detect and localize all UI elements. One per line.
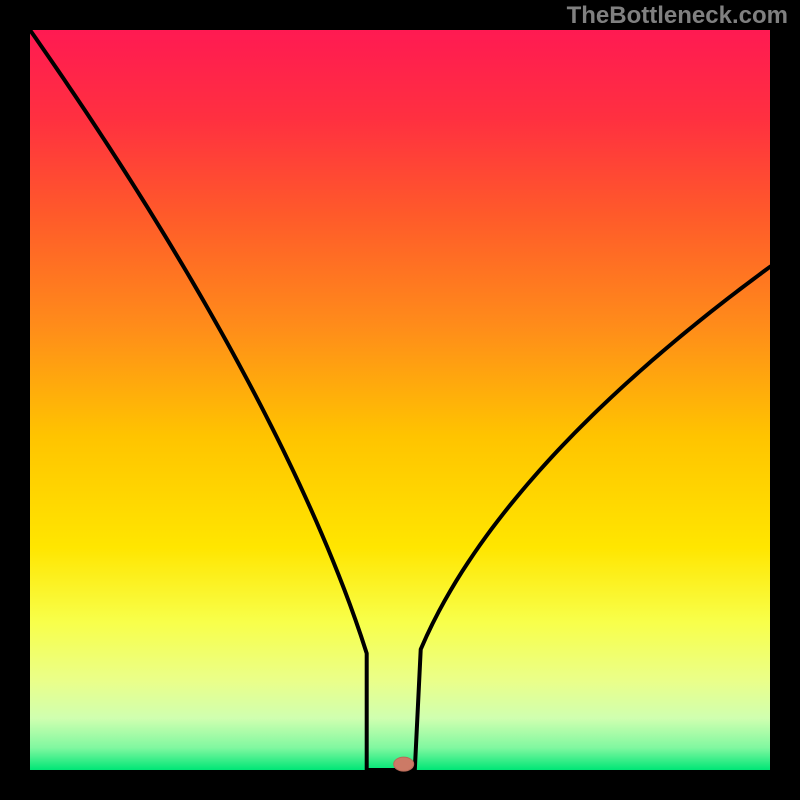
minimum-marker (394, 757, 414, 771)
watermark-text: TheBottleneck.com (567, 2, 788, 30)
bottleneck-chart (0, 0, 800, 800)
plot-background (30, 30, 770, 770)
